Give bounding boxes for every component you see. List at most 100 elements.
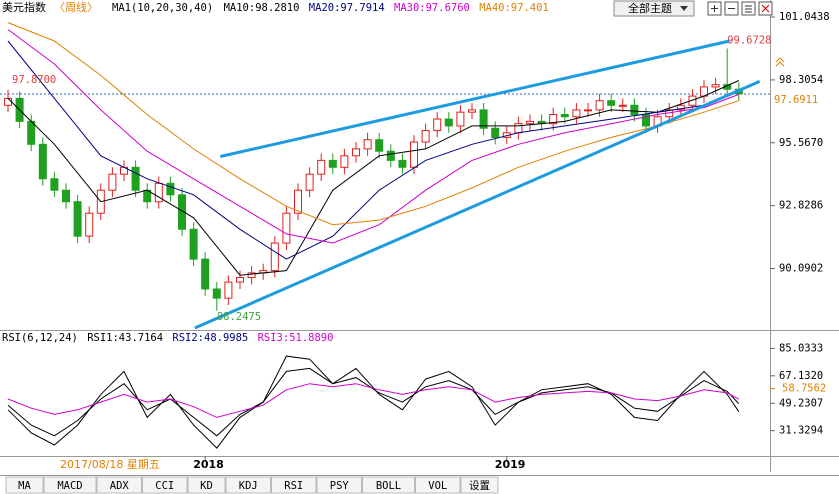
candle-body [189,228,198,260]
date-label: 2017/08/18 星期五 [60,458,160,471]
scroll-arrow[interactable] [775,57,785,67]
candle-body [73,201,82,237]
rsi-header: RSI3:51.8890 [258,332,334,344]
tab-label[interactable]: MACD [57,480,82,492]
tab-label[interactable]: MA [18,480,31,492]
candle-body [549,113,558,125]
candle-body [572,109,581,118]
candle-body [27,120,36,145]
tab[interactable] [5,476,44,494]
candle-body [642,113,650,127]
tab[interactable] [43,476,97,494]
ma-line [7,80,740,276]
ma-line [7,40,739,260]
candle-body [456,111,465,127]
candle-body [154,182,163,203]
tab[interactable] [460,476,499,494]
tab-label[interactable]: ADX [110,480,130,492]
candle-body [212,288,221,299]
candle-body [85,212,94,237]
tab[interactable] [415,476,461,494]
y-tick-label: 101.0438 [779,11,830,23]
y-tick-label: 85.0333 [779,342,823,354]
tab-label[interactable]: KD [200,480,213,492]
candle-body [224,281,233,299]
tab[interactable] [96,476,142,494]
ma-header: MA10:98.2810 [224,2,300,14]
candle-body [410,141,418,168]
candle-body [317,159,326,175]
candle-body [618,104,627,107]
candle-body [282,212,291,244]
candle-body [247,272,256,278]
tab[interactable] [271,476,317,494]
candle-body [526,120,534,125]
ma-header: MA30:97.6760 [394,2,470,14]
rsi-line [7,355,740,449]
candle-body [270,242,279,272]
candle-body [688,95,697,106]
x-tick-label: 2018 [193,458,224,471]
candle-body [584,109,592,112]
tab-label[interactable]: VOL [428,480,447,492]
price-annotation: 99.6728 [727,35,771,47]
candle-body [479,109,488,129]
y-tick-label: 49.2307 [779,397,823,409]
trendline [219,39,730,158]
y-tick-label: 98.3054 [779,74,823,86]
candle-body [352,148,360,157]
candle-body [108,173,117,191]
tab[interactable] [362,476,415,494]
rsi-header: RSI1:43.7164 [87,332,163,344]
tab-label[interactable]: CCI [155,480,174,492]
ma-header: MA40:97.401 [479,2,549,14]
candle-body [468,109,476,113]
chart-title: 美元指数 [2,0,46,14]
x-tick-label: 2019 [495,458,526,471]
candle-body [363,139,372,150]
tab-label[interactable]: 设置 [469,480,490,492]
rsi-line [7,367,740,437]
ma-line [7,29,739,244]
y-tick-label: 95.5670 [779,137,823,149]
close-icon [761,4,770,13]
ma-header: MA20:97.7914 [309,2,385,14]
tab-label[interactable]: BOLL [376,480,401,492]
candle-body [50,178,59,191]
tab-label[interactable]: KDJ [239,480,258,492]
candle-body [4,97,12,106]
rsi-header: RSI(6,12,24) [2,332,78,344]
theme-button-label[interactable]: 全部主题 [628,1,672,15]
tab-label[interactable]: PSY [330,480,350,492]
candle-body [630,104,639,115]
tab[interactable] [225,476,271,494]
tab-label[interactable]: RSI [284,480,303,492]
rsi-line [7,383,740,418]
candle-body [305,173,314,191]
rsi-header: RSI2:48.9985 [172,332,248,344]
candle-body [491,127,500,138]
candle-body [514,123,523,134]
price-annotation: 88.2475 [217,311,261,323]
y-tick-label: 90.0902 [779,263,823,275]
candle-body [236,276,244,283]
candle-body [433,118,442,132]
dropdown-arrow[interactable] [680,6,688,11]
ma-line [7,22,739,226]
candle-body [398,159,407,168]
trendline [194,80,761,330]
tab[interactable] [142,476,188,494]
theme-button[interactable] [613,0,695,17]
tab[interactable] [187,476,226,494]
candle-body [294,189,302,214]
tab[interactable] [316,476,362,494]
candle-body [62,189,70,203]
y-tick-label: 92.8286 [779,200,823,212]
candle-body [340,155,349,168]
y-tick-label: 67.1320 [779,370,823,382]
candle-body [166,182,175,196]
candle-body [178,194,186,230]
candle-body [386,150,395,161]
